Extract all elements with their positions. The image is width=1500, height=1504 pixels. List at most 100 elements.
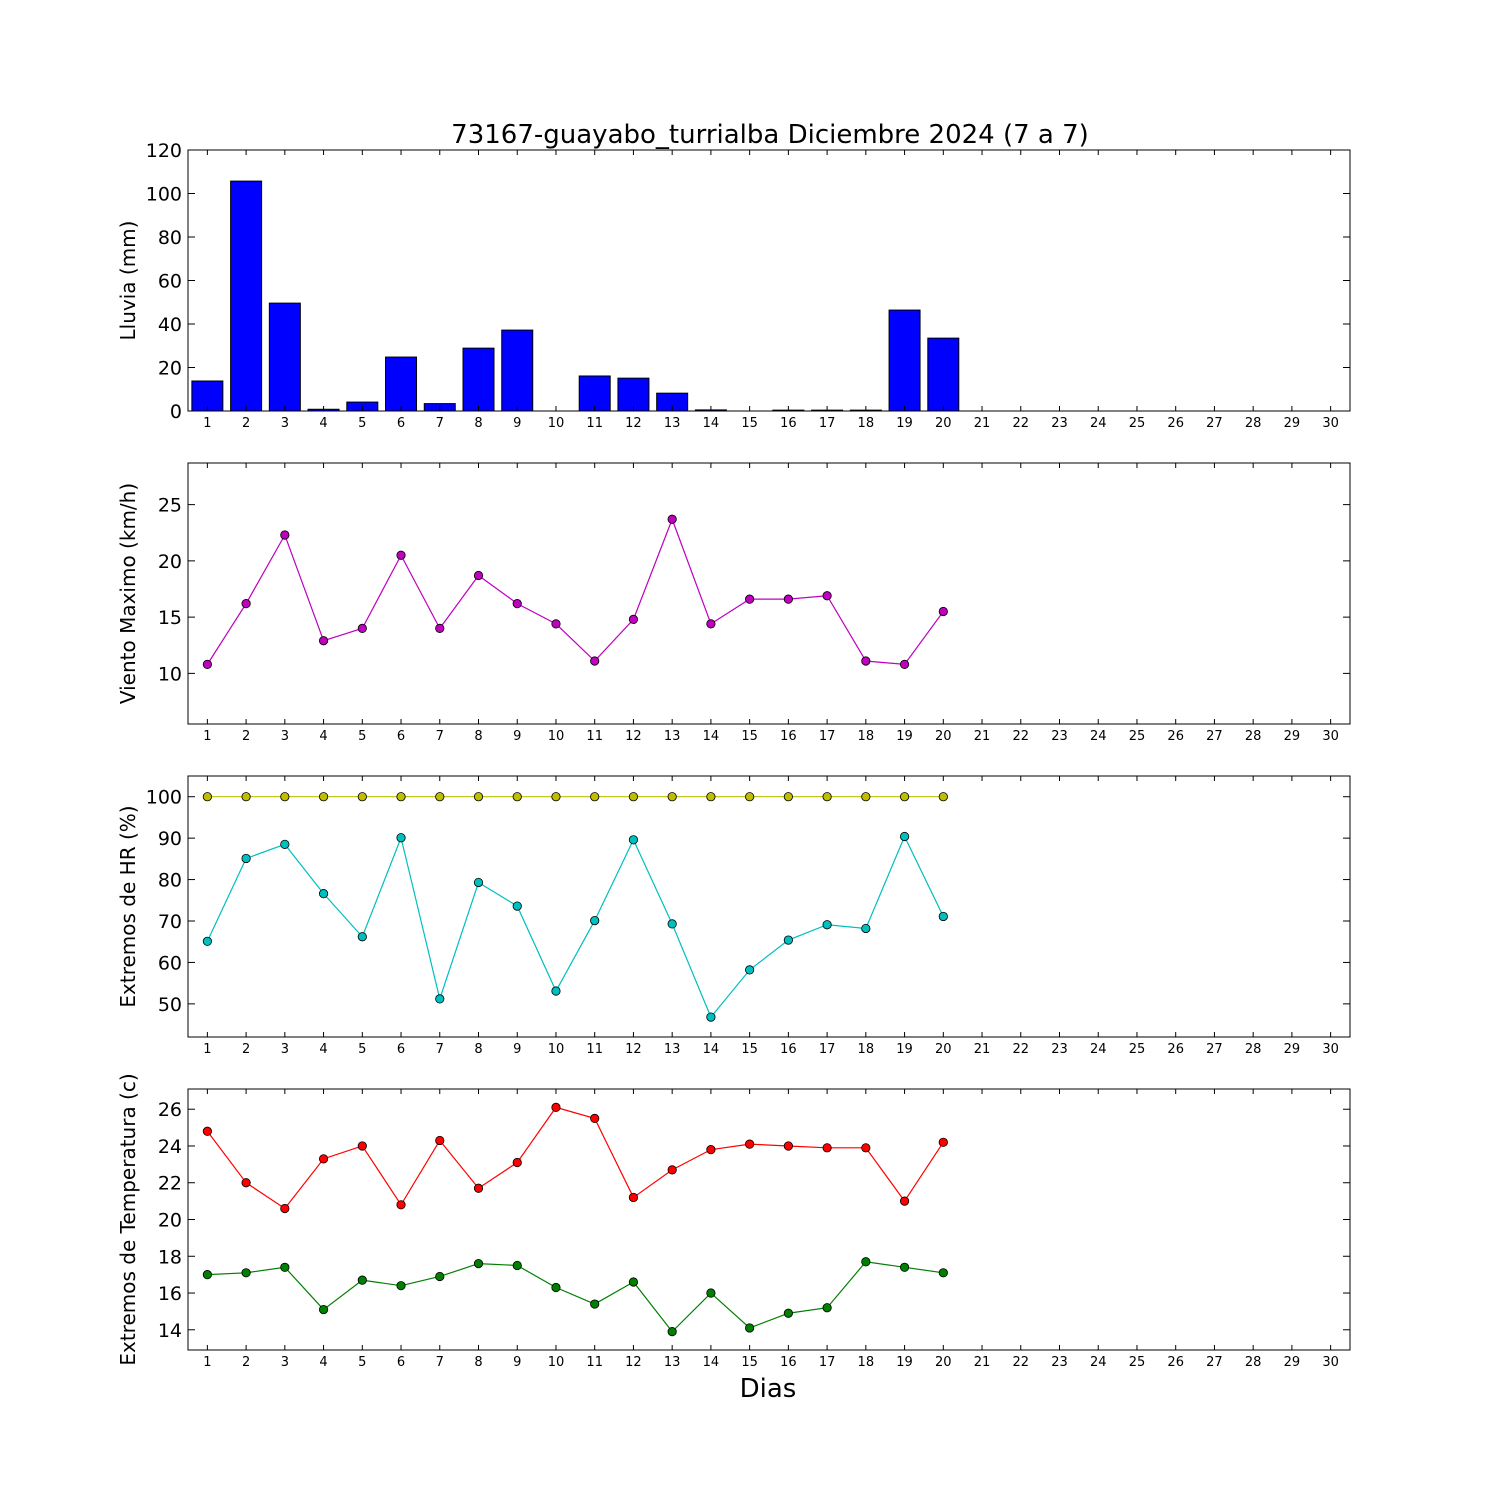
y-axis-label: Extremos de HR (%): [116, 805, 140, 1007]
x-tick-label: 11: [586, 416, 603, 431]
series-2-point-day-10: [551, 1282, 561, 1293]
series-1-point-day-6: [396, 1200, 406, 1210]
y-tick-label: 100: [146, 787, 182, 809]
x-tick-label: 27: [1206, 729, 1223, 744]
x-tick-label: 23: [1051, 729, 1068, 744]
series-1-point-day-18: [861, 792, 871, 802]
x-tick-label: 11: [586, 729, 603, 744]
x-tick-label: 28: [1245, 1042, 1262, 1057]
series-2-point-day-16: [783, 1308, 793, 1318]
series-2-point-day-4: [318, 1304, 329, 1315]
x-tick-label: 10: [548, 1355, 565, 1370]
x-tick-label: 9: [513, 416, 521, 431]
x-tick-label: 13: [664, 416, 681, 431]
x-axis-label: Dias: [740, 1374, 797, 1404]
x-tick-label: 22: [1012, 416, 1029, 431]
x-tick-label: 18: [858, 1042, 875, 1057]
axes-frame: [187, 775, 1351, 1038]
series-1-point-day-19: [899, 792, 910, 802]
y-axis-label: Lluvia (mm): [116, 221, 140, 341]
series-1-point-day-12: [628, 614, 639, 624]
series-2-point-day-15: [745, 965, 755, 975]
series-line-1: [206, 517, 944, 666]
series-2-point-day-12: [628, 835, 639, 845]
series-1-point-day-11: [590, 1113, 600, 1124]
x-tick-label: 12: [625, 1355, 642, 1370]
series-1-point-day-10: [551, 792, 561, 802]
bar-day-3: [268, 302, 301, 412]
series-2-point-day-7: [435, 1271, 445, 1282]
x-tick-label: 18: [858, 729, 875, 744]
bar-day-19: [888, 309, 921, 412]
x-tick-label: 16: [780, 1355, 797, 1370]
series-1-point-day-6: [396, 550, 406, 560]
series-1-point-day-5: [357, 792, 367, 802]
x-tick-label: 30: [1322, 1355, 1339, 1370]
series-2-point-day-1: [202, 936, 212, 946]
x-tick-label: 1: [203, 416, 211, 431]
series-1-point-day-13: [667, 1165, 677, 1175]
y-tick-label: 15: [158, 607, 182, 629]
y-tick-label: 14: [158, 1320, 182, 1342]
series-1-point-day-19: [899, 1196, 910, 1206]
series-1-point-day-8: [473, 570, 484, 581]
x-tick-label: 25: [1129, 416, 1146, 431]
x-tick-label: 27: [1206, 1042, 1223, 1057]
x-tick-label: 22: [1012, 1355, 1029, 1370]
x-tick-label: 7: [436, 1355, 444, 1370]
x-tick-label: 27: [1206, 416, 1223, 431]
series-2-point-day-17: [822, 920, 832, 930]
x-tick-label: 19: [896, 729, 913, 744]
x-tick-label: 7: [436, 729, 444, 744]
series-2-point-day-19: [899, 831, 910, 842]
series-1-point-day-10: [551, 1102, 561, 1112]
x-tick-label: 4: [319, 416, 327, 431]
x-tick-label: 9: [513, 729, 521, 744]
x-tick-label: 15: [741, 729, 758, 744]
series-2-point-day-3: [280, 839, 290, 849]
x-tick-label: 25: [1129, 729, 1146, 744]
x-tick-label: 6: [397, 729, 405, 744]
x-tick-label: 13: [664, 1355, 681, 1370]
y-tick-label: 100: [146, 184, 182, 206]
series-2-point-day-20: [938, 911, 948, 922]
series-2-point-day-4: [318, 889, 329, 899]
series-1-point-day-17: [822, 792, 832, 802]
series-1-point-day-10: [551, 619, 561, 629]
y-axis-label: Viento Maximo (km/h): [116, 483, 140, 704]
bar-day-11: [578, 375, 611, 412]
bar-day-6: [385, 356, 418, 412]
series-1-point-day-9: [512, 1157, 522, 1168]
series-1-point-day-20: [938, 1137, 948, 1147]
x-tick-label: 19: [896, 1355, 913, 1370]
x-tick-label: 23: [1051, 1042, 1068, 1057]
series-2-point-day-8: [473, 1259, 484, 1269]
x-tick-label: 12: [625, 1042, 642, 1057]
x-tick-label: 6: [397, 1355, 405, 1370]
x-tick-label: 6: [397, 416, 405, 431]
x-tick-label: 3: [281, 416, 289, 431]
x-tick-label: 29: [1284, 729, 1301, 744]
y-tick-label: 80: [158, 227, 182, 249]
x-tick-label: 26: [1167, 416, 1184, 431]
x-tick-label: 28: [1245, 416, 1262, 431]
x-tick-label: 26: [1167, 1355, 1184, 1370]
series-1-point-day-16: [783, 792, 793, 802]
series-2-point-day-18: [861, 1257, 871, 1267]
x-tick-label: 27: [1206, 1355, 1223, 1370]
series-1-point-day-2: [241, 792, 251, 802]
x-tick-label: 19: [896, 1042, 913, 1057]
x-tick-label: 2: [242, 1355, 250, 1370]
x-tick-label: 21: [974, 1355, 991, 1370]
series-1-point-day-18: [861, 1143, 871, 1153]
y-tick-label: 80: [158, 870, 182, 892]
series-2-point-day-2: [241, 853, 251, 864]
y-tick-label: 22: [158, 1173, 182, 1195]
series-1-point-day-14: [706, 792, 716, 802]
bar-day-2: [230, 180, 263, 412]
series-1-point-day-16: [783, 594, 793, 604]
chart-title: 73167-guayabo_turrialba Diciembre 2024 (…: [451, 120, 1089, 150]
series-2-point-day-6: [396, 1281, 406, 1291]
y-tick-label: 90: [158, 828, 182, 850]
